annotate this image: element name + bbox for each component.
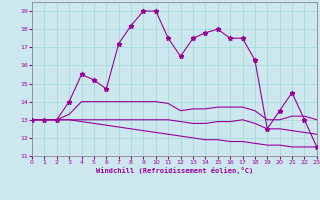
X-axis label: Windchill (Refroidissement éolien,°C): Windchill (Refroidissement éolien,°C) xyxy=(96,167,253,174)
